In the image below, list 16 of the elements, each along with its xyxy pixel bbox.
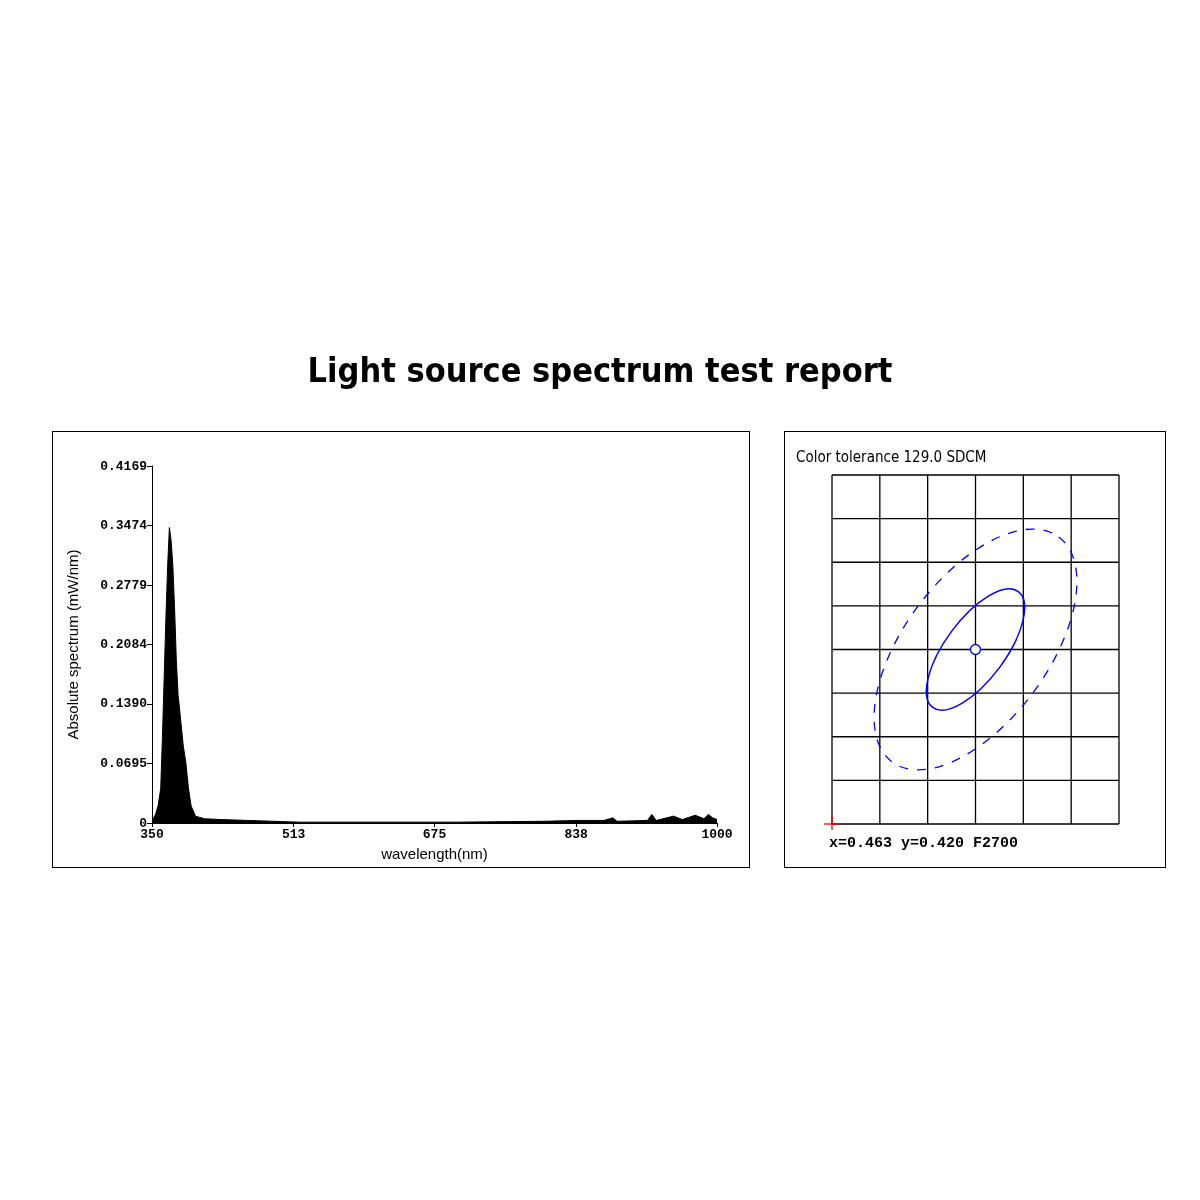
- x-tick-label: 675: [422, 827, 447, 842]
- x-axis-title: wavelength(nm): [380, 844, 488, 862]
- x-tick-label: 513: [281, 827, 306, 842]
- y-tick-label: 0.4169: [100, 458, 148, 474]
- y-tick-label: 0.1390: [100, 696, 148, 712]
- chart-title: Light source spectrum test report: [306, 350, 894, 390]
- x-tick-label: 350: [140, 827, 164, 842]
- x-tick-label: 838: [564, 827, 589, 842]
- y-axis-title: Absolute spectrum (mW/nm): [64, 549, 81, 740]
- y-tick-label: 0.2779: [100, 577, 148, 593]
- text: Color tolerance 129.0 SDCM: [796, 447, 987, 466]
- y-tick-label: 0.0695: [100, 755, 148, 771]
- y-tick-label: 0.3474: [100, 518, 148, 534]
- y-tick-label: 0.2084: [100, 637, 148, 653]
- text: x=0.463 y=0.420 F2700: [829, 835, 1019, 852]
- x-tick-label: 1000: [701, 827, 733, 842]
